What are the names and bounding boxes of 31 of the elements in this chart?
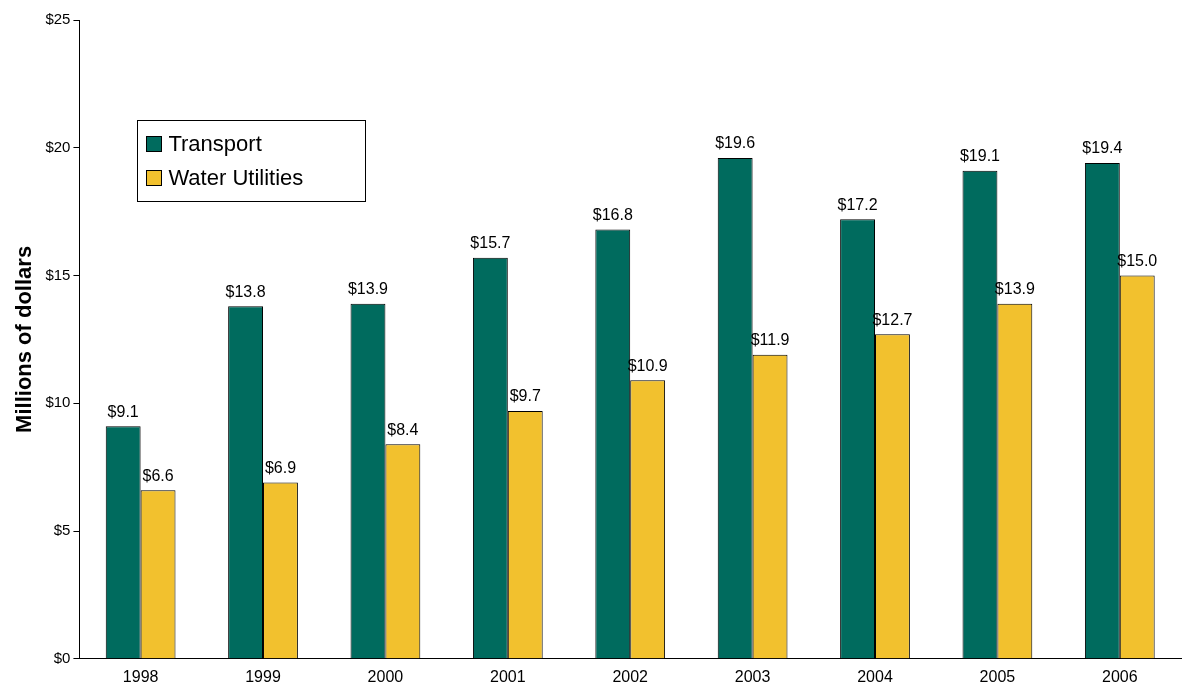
data-label: $6.6 <box>142 466 174 484</box>
data-label: $16.8 <box>592 205 633 223</box>
data-label: $17.2 <box>837 195 878 213</box>
x-tick-label: 2002 <box>612 667 649 685</box>
data-label: $19.4 <box>1082 139 1123 157</box>
y-tick-label: $20 <box>45 137 71 155</box>
x-tick-label: 2004 <box>857 667 893 685</box>
data-label: $15.7 <box>470 234 511 252</box>
y-tick-label: $25 <box>45 10 71 28</box>
data-label: $9.7 <box>509 387 541 405</box>
x-tick-label: 1998 <box>122 667 159 685</box>
x-tick-label: 2000 <box>367 667 404 685</box>
data-label: $8.4 <box>387 420 419 438</box>
y-tick-label: $15 <box>45 265 71 283</box>
legend-label: Transport <box>168 130 262 158</box>
y-tick-label: $0 <box>53 648 71 666</box>
data-label: $13.8 <box>225 282 266 300</box>
x-tick-label: 2005 <box>979 667 1016 685</box>
data-label: $9.1 <box>107 402 139 420</box>
data-label: $13.9 <box>347 280 389 298</box>
y-axis-title: Millions of dollars <box>11 245 37 433</box>
data-label: $6.9 <box>264 458 297 476</box>
x-tick-label: 2003 <box>734 667 771 685</box>
data-label: $19.6 <box>715 134 756 152</box>
y-tick-label: $10 <box>45 393 71 411</box>
x-tick-label: 1999 <box>245 667 281 685</box>
x-tick-label: 2006 <box>1102 667 1138 685</box>
x-tick-label: 2001 <box>490 667 526 685</box>
legend-label: Water Utilities <box>168 164 304 192</box>
y-tick-label: $5 <box>53 521 71 539</box>
data-label: $19.1 <box>959 147 1001 165</box>
